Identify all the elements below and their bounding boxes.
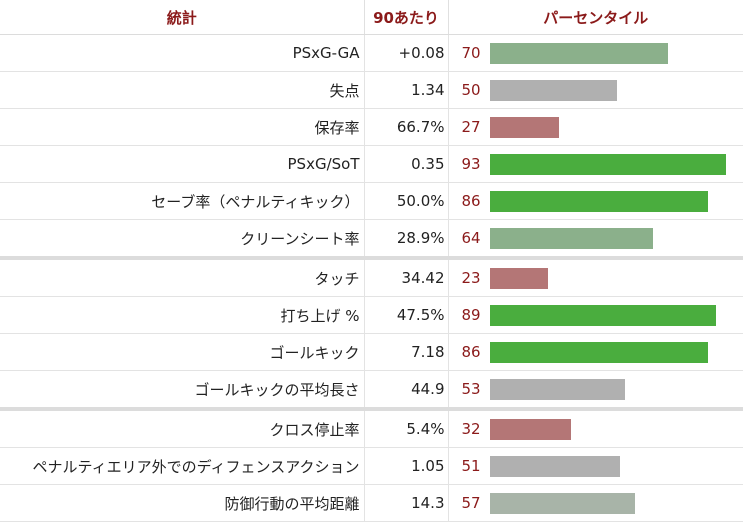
stat-name: クリーンシート率	[0, 219, 365, 259]
stat-name: PSxG-GA	[0, 34, 365, 72]
percentile-cell: 93	[448, 145, 743, 183]
percentile-bar	[489, 379, 625, 400]
percentile-bar	[489, 228, 653, 249]
percentile-cell: 86	[448, 333, 743, 371]
percentile-value: 86	[461, 343, 481, 361]
stat-name: 防御行動の平均距離	[0, 484, 365, 522]
percentile-bar	[489, 154, 726, 175]
stat-rows: PSxG-GA +0.08 70 失点 1.34 50 保存率 66.7% 27 PSxG/SoT…	[0, 34, 743, 522]
header-stat[interactable]: 統計	[0, 0, 365, 35]
percentile-cell: 70	[448, 34, 743, 72]
percentile-value: 32	[461, 420, 481, 438]
percentile-cell: 32	[448, 407, 743, 448]
per90-value: 34.42	[364, 256, 449, 297]
percentile-value: 86	[461, 192, 481, 210]
percentile-value: 89	[461, 306, 481, 324]
per90-value: +0.08	[364, 34, 449, 72]
percentile-cell: 50	[448, 71, 743, 109]
table-row: ゴールキック 7.18 86	[0, 333, 743, 371]
stat-name: PSxG/SoT	[0, 145, 365, 183]
stat-name: クロス停止率	[0, 407, 365, 448]
percentile-bar	[489, 191, 708, 212]
percentile-bar	[489, 80, 617, 101]
table-row: タッチ 34.42 23	[0, 256, 743, 297]
table-row: PSxG/SoT 0.35 93	[0, 145, 743, 183]
percentile-bar	[489, 43, 668, 64]
percentile-value: 53	[461, 380, 481, 398]
per90-value: 5.4%	[364, 407, 449, 448]
header-per90[interactable]: 90あたり	[364, 0, 449, 35]
table-row: 打ち上げ % 47.5% 89	[0, 296, 743, 334]
percentile-bar	[489, 419, 571, 440]
percentile-value: 50	[461, 81, 481, 99]
percentile-cell: 89	[448, 296, 743, 334]
stat-name: 保存率	[0, 108, 365, 146]
percentile-value: 23	[461, 269, 481, 287]
per90-value: 44.9	[364, 370, 449, 410]
percentile-cell: 51	[448, 447, 743, 485]
per90-value: 47.5%	[364, 296, 449, 334]
per90-value: 28.9%	[364, 219, 449, 259]
percentile-value: 51	[461, 457, 481, 475]
stat-name: ゴールキックの平均長さ	[0, 370, 365, 410]
table-row: ゴールキックの平均長さ 44.9 53	[0, 370, 743, 410]
percentile-bar	[489, 117, 559, 138]
table-row: PSxG-GA +0.08 70	[0, 34, 743, 72]
header-percentile[interactable]: パーセンタイル	[448, 0, 743, 35]
percentile-value: 70	[461, 44, 481, 62]
stat-name: 打ち上げ %	[0, 296, 365, 334]
per90-value: 1.05	[364, 447, 449, 485]
table-row: セーブ率（ペナルティキック） 50.0% 86	[0, 182, 743, 220]
stat-name: タッチ	[0, 256, 365, 297]
stat-name: 失点	[0, 71, 365, 109]
header-row: 統計 90あたり パーセンタイル	[0, 0, 743, 35]
percentile-value: 27	[461, 118, 481, 136]
stat-name: セーブ率（ペナルティキック）	[0, 182, 365, 220]
percentile-cell: 57	[448, 484, 743, 522]
percentile-cell: 53	[448, 370, 743, 410]
table-row: 防御行動の平均距離 14.3 57	[0, 484, 743, 522]
per90-value: 14.3	[364, 484, 449, 522]
per90-value: 7.18	[364, 333, 449, 371]
percentile-cell: 86	[448, 182, 743, 220]
percentile-value: 64	[461, 229, 481, 247]
per90-value: 0.35	[364, 145, 449, 183]
stat-name: ゴールキック	[0, 333, 365, 371]
table-row: 保存率 66.7% 27	[0, 108, 743, 146]
percentile-bar	[489, 305, 716, 326]
percentile-bar	[489, 456, 620, 477]
table-row: ペナルティエリア外でのディフェンスアクション 1.05 51	[0, 447, 743, 485]
percentile-value: 93	[461, 155, 481, 173]
stat-name: ペナルティエリア外でのディフェンスアクション	[0, 447, 365, 485]
percentile-bar	[489, 342, 708, 363]
percentile-bar	[489, 493, 635, 514]
per90-value: 66.7%	[364, 108, 449, 146]
table-row: クリーンシート率 28.9% 64	[0, 219, 743, 259]
percentile-cell: 27	[448, 108, 743, 146]
percentile-cell: 23	[448, 256, 743, 297]
per90-value: 1.34	[364, 71, 449, 109]
percentile-value: 57	[461, 494, 481, 512]
table-row: 失点 1.34 50	[0, 71, 743, 109]
per90-value: 50.0%	[364, 182, 449, 220]
percentile-cell: 64	[448, 219, 743, 259]
table-row: クロス停止率 5.4% 32	[0, 407, 743, 448]
percentile-bar	[489, 268, 548, 289]
